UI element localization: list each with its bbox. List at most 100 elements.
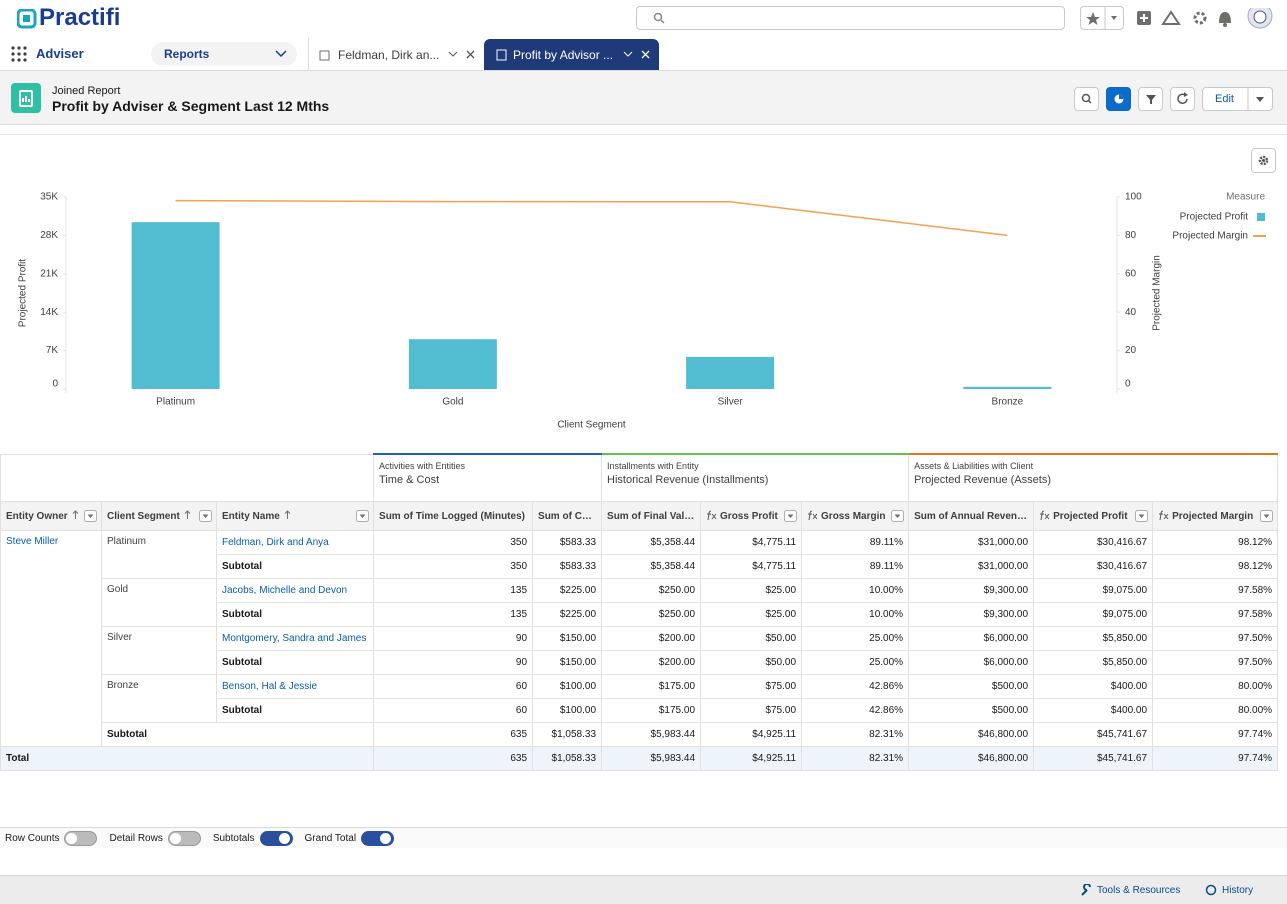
filter-button[interactable]: [1138, 87, 1163, 111]
app-launcher[interactable]: [11, 46, 27, 62]
cell: 97.74%: [1153, 747, 1278, 771]
object-menu[interactable]: Reports: [151, 42, 297, 66]
cell: 10.00%: [802, 603, 909, 627]
footer-link[interactable]: History: [1205, 885, 1253, 896]
cell: 25.00%: [802, 651, 909, 675]
formula-icon: [1039, 510, 1051, 520]
toggle-switch[interactable]: [64, 831, 97, 846]
chart-button[interactable]: [1106, 87, 1131, 111]
cell: 60: [374, 675, 533, 699]
group-header: Activities with EntitiesTime & Cost: [374, 454, 602, 502]
tab-label: Profit by Advisor ...: [513, 48, 613, 62]
cell: $200.00: [602, 651, 701, 675]
edit-menu[interactable]: [1247, 88, 1273, 110]
refresh-button[interactable]: [1170, 87, 1195, 111]
cell: $31,000.00: [909, 531, 1034, 555]
cell: $500.00: [909, 675, 1034, 699]
cell: $25.00: [701, 579, 802, 603]
tab-controls[interactable]: [623, 49, 653, 61]
sort-icon[interactable]: [71, 510, 80, 520]
group-header: Assets & Liabilities with ClientProjecte…: [909, 454, 1278, 502]
toggle-knob: [380, 833, 391, 844]
group-source: Activities with Entities: [379, 461, 596, 471]
legend-label: Projected Profit: [1180, 212, 1249, 223]
cell: 82.31%: [802, 723, 909, 747]
column-menu[interactable]: [1135, 510, 1148, 522]
sort-arrow: [285, 511, 290, 519]
tab[interactable]: Feldman, Dirk an...: [308, 38, 484, 70]
cell: 90: [374, 627, 533, 651]
toggle-label: Row Counts: [5, 833, 59, 844]
toggle-knob: [170, 833, 181, 844]
entity-name[interactable]: Feldman, Dirk and Anya: [217, 531, 374, 555]
entity-name[interactable]: Montgomery, Sandra and James: [217, 627, 374, 651]
toggle-switch[interactable]: [260, 831, 293, 846]
tab-controls[interactable]: [448, 49, 478, 61]
toggle-label: Subtotals: [213, 833, 255, 844]
search-button[interactable]: [1074, 87, 1099, 111]
cell: $4,925.11: [701, 747, 802, 771]
line: [176, 201, 1008, 236]
cell: $225.00: [533, 579, 602, 603]
column-header: Gross Margin: [802, 502, 909, 531]
entity-name[interactable]: Jacobs, Michelle and Devon: [217, 579, 374, 603]
column-menu[interactable]: [891, 510, 904, 522]
report-icon: [11, 83, 41, 113]
toggle-switch[interactable]: [361, 831, 394, 846]
detail-row: Steve MillerPlatinumFeldman, Dirk and An…: [1, 531, 1278, 555]
cell: $75.00: [701, 699, 802, 723]
sort-icon[interactable]: [183, 510, 192, 520]
detail-row: BronzeBenson, Hal & Jessie60$100.00$175.…: [1, 675, 1278, 699]
header-icons[interactable]: [1135, 8, 1275, 32]
column-label: Entity Owner: [6, 511, 68, 522]
report-kind: Joined Report: [52, 85, 121, 97]
cell: 42.86%: [802, 675, 909, 699]
cell: 97.58%: [1153, 603, 1278, 627]
logo-icon: [17, 9, 37, 29]
y-tick-label: 0: [52, 379, 58, 390]
cell: $4,775.11: [701, 555, 802, 579]
object-name: Reports: [164, 47, 209, 61]
active-tab[interactable]: Profit by Advisor ...: [484, 39, 659, 70]
group-source: Assets & Liabilities with Client: [914, 461, 1272, 471]
column-menu[interactable]: [1260, 510, 1273, 522]
column-header: Projected Margin: [1153, 502, 1278, 531]
entity-owner[interactable]: Steve Miller: [1, 531, 102, 747]
column-header: Entity Owner: [1, 502, 102, 531]
x-axis-title: Client Segment: [557, 420, 626, 431]
column-menu[interactable]: [199, 510, 212, 522]
cell: $9,300.00: [909, 603, 1034, 627]
y-tick-label: 28K: [40, 230, 58, 241]
cell: $250.00: [602, 603, 701, 627]
toggle-switch[interactable]: [168, 831, 201, 846]
cell: $150.00: [533, 651, 602, 675]
footer-icon: [1205, 884, 1217, 896]
entity-name[interactable]: Benson, Hal & Jessie: [217, 675, 374, 699]
x-tick-label: Bronze: [992, 397, 1024, 408]
footer-label: Tools & Resources: [1097, 885, 1180, 896]
x-tick-label: Silver: [718, 397, 744, 408]
cell: 98.12%: [1153, 531, 1278, 555]
column-header: Projected Profit: [1034, 502, 1153, 531]
column-menu[interactable]: [784, 510, 797, 522]
cell: $100.00: [533, 699, 602, 723]
search-box[interactable]: [636, 6, 1065, 30]
sort-icon[interactable]: [283, 510, 292, 520]
legend-title: Measure: [1226, 192, 1265, 203]
column-menu[interactable]: [356, 510, 369, 522]
edit-button[interactable]: Edit: [1202, 87, 1273, 111]
column-label: Entity Name: [222, 511, 280, 522]
clock: [1207, 886, 1216, 895]
chart: 07K14K21K28K35K020406080100Projected Pro…: [0, 135, 1287, 445]
favorites-button[interactable]: [1080, 6, 1124, 30]
cell: $175.00: [602, 675, 701, 699]
report-title: Profit by Adviser & Segment Last 12 Mths: [52, 98, 329, 114]
group-row: Activities with EntitiesTime & CostInsta…: [1, 454, 1278, 502]
y2-axis-title: Projected Margin: [1152, 255, 1163, 331]
column-menu[interactable]: [84, 510, 97, 522]
cell: $100.00: [533, 675, 602, 699]
toggle-knob: [279, 833, 290, 844]
cell: 135: [374, 579, 533, 603]
footer-link[interactable]: Tools & Resources: [1080, 885, 1180, 896]
cell: 635: [374, 723, 533, 747]
